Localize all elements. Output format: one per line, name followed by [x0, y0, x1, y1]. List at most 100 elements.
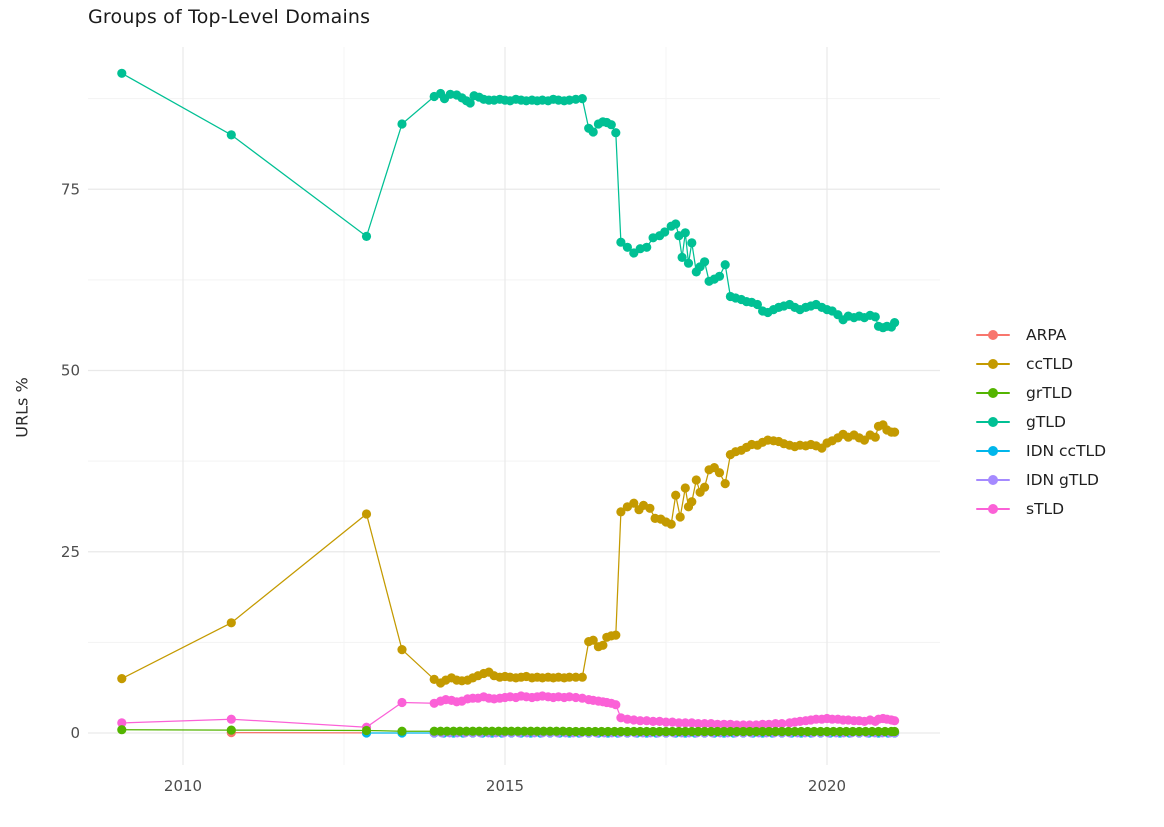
data-point — [870, 312, 880, 322]
data-point — [870, 432, 880, 442]
data-point — [738, 726, 748, 737]
data-point — [611, 630, 621, 640]
data-point — [687, 238, 697, 248]
data-point — [687, 497, 697, 507]
data-point — [700, 719, 710, 729]
legend-label: IDN ccTLD — [1026, 441, 1107, 460]
axis-labels: 2010 2015 2020 0 25 50 75 — [61, 180, 846, 795]
legend-key-dot — [988, 416, 998, 427]
legend-key-icon — [976, 384, 1010, 402]
legend-item-grtld: grTLD — [976, 378, 1106, 407]
data-point — [783, 726, 794, 737]
legend-key-icon — [976, 355, 1010, 373]
legend-item-gtld: gTLD — [976, 407, 1106, 436]
data-point — [835, 726, 845, 737]
data-point — [700, 726, 710, 737]
data-point — [719, 719, 729, 729]
data-point — [494, 726, 504, 736]
data-point — [598, 640, 608, 650]
data-point — [635, 726, 645, 737]
data-point — [117, 68, 127, 78]
data-point — [714, 271, 725, 281]
data-point — [597, 726, 607, 737]
data-point — [513, 726, 523, 736]
data-point — [809, 726, 819, 737]
data-point — [777, 726, 787, 737]
x-tick-label: 2015 — [486, 777, 524, 795]
data-point — [577, 672, 587, 682]
series-gtld — [117, 68, 900, 333]
data-point — [584, 726, 594, 737]
legend-key-dot — [988, 387, 998, 398]
data-point — [436, 726, 446, 736]
series-cctld — [117, 420, 900, 688]
data-point — [577, 726, 587, 737]
legend: ARPA ccTLD grTLD gTLD IDN ccTLD IDN gTLD sTLD — [976, 320, 1106, 523]
data-point — [645, 503, 655, 513]
legend-item-idn-gtld: IDN gTLD — [976, 465, 1106, 494]
data-point — [848, 726, 858, 737]
data-point — [700, 482, 710, 492]
data-point — [745, 726, 755, 737]
data-point — [714, 468, 725, 478]
data-point — [712, 726, 723, 737]
data-point — [564, 726, 575, 737]
data-point — [758, 726, 768, 737]
data-point — [465, 98, 475, 108]
data-point — [671, 490, 681, 500]
legend-label: IDN gTLD — [1026, 470, 1099, 489]
data-point — [461, 726, 471, 736]
series-arpa — [226, 728, 372, 738]
data-point — [616, 726, 626, 737]
data-point — [226, 714, 236, 724]
data-point — [777, 719, 787, 729]
data-point — [867, 726, 877, 737]
data-point — [117, 674, 127, 684]
data-point — [661, 726, 671, 737]
data-point — [890, 716, 900, 726]
data-point — [622, 242, 633, 252]
legend-key-icon — [976, 500, 1010, 518]
data-point — [683, 258, 694, 268]
data-point — [693, 719, 703, 729]
data-point — [577, 94, 587, 104]
data-point — [117, 718, 127, 728]
x-tick-label: 2010 — [164, 777, 202, 795]
data-point — [588, 127, 598, 137]
data-point — [616, 507, 626, 517]
data-point — [700, 257, 710, 267]
x-tick-label: 2020 — [808, 777, 846, 795]
data-point — [674, 726, 684, 737]
data-point — [720, 479, 730, 489]
legend-key-icon — [976, 442, 1010, 460]
data-point — [564, 672, 575, 682]
data-point — [706, 726, 716, 737]
data-point — [442, 726, 452, 736]
legend-item-arpa: ARPA — [976, 320, 1106, 349]
data-point — [861, 726, 871, 737]
data-point — [226, 130, 236, 140]
data-point — [680, 718, 690, 728]
data-point — [719, 726, 729, 737]
data-point — [828, 726, 839, 737]
data-point — [796, 726, 806, 737]
data-point — [890, 318, 900, 328]
legend-key-dot — [988, 474, 998, 485]
data-point — [677, 252, 687, 262]
data-point — [500, 726, 510, 736]
data-point — [361, 231, 372, 241]
data-point — [720, 260, 730, 270]
data-point — [117, 725, 127, 735]
data-point — [725, 726, 736, 737]
data-point — [226, 725, 236, 735]
data-point — [873, 726, 884, 737]
legend-key-icon — [976, 413, 1010, 431]
data-point — [674, 718, 684, 728]
data-point — [751, 726, 761, 737]
data-point — [667, 726, 678, 737]
y-tick-label: 25 — [61, 543, 80, 561]
data-point — [660, 227, 670, 237]
legend-key-dot — [988, 445, 998, 456]
series-stld — [117, 691, 900, 732]
